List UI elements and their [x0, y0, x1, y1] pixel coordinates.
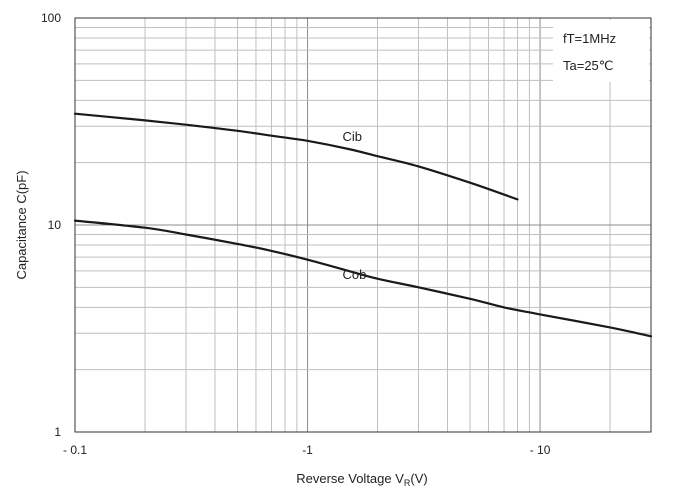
annotation-temperature: Ta=25℃: [563, 58, 613, 73]
y-tick-label: 100: [41, 11, 61, 25]
x-tick-label: -1: [302, 443, 313, 457]
series-label-cib: Cib: [342, 129, 362, 144]
series-line-cob: [73, 219, 653, 338]
x-tick-label: - 0.1: [63, 443, 87, 457]
x-axis-label-unit: (V): [410, 471, 427, 486]
series-line-cib: [73, 112, 519, 201]
y-tick-label: 1: [54, 425, 61, 439]
series-label-cob: Cob: [342, 267, 366, 282]
y-axis-label: Capacitance C(pF): [14, 170, 29, 279]
plot-frame: [74, 17, 652, 433]
x-axis-label: Reverse Voltage VR(V): [296, 471, 428, 488]
annotation-box: [553, 20, 649, 82]
y-tick-label: 10: [48, 218, 62, 232]
curves: Cib Cob: [73, 112, 653, 338]
x-axis-label-main: Reverse Voltage V: [296, 471, 404, 486]
annotation-frequency: fT=1MHz: [563, 31, 616, 46]
x-tick-label: - 10: [530, 443, 551, 457]
tick-labels: - 0.1 -1 - 10 1 10 100: [41, 11, 551, 457]
x-axis-label-subscript: R: [404, 478, 411, 488]
grid: [75, 18, 651, 432]
